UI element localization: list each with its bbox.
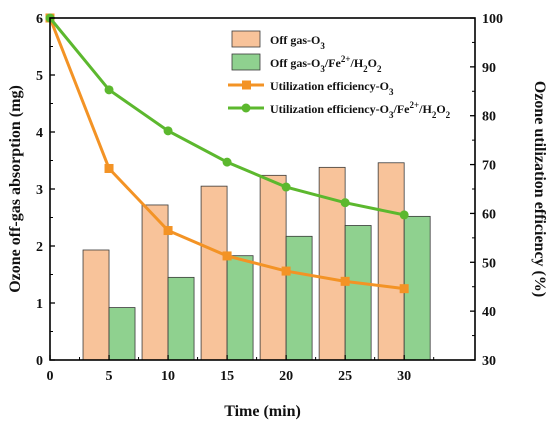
data-point xyxy=(281,182,291,192)
bar xyxy=(167,276,195,361)
bar xyxy=(108,307,136,361)
y-right-axis-title: Ozone utilization efficiency (%) xyxy=(531,81,548,297)
legend-label: Off gas-O3/Fe2+/H2O2 xyxy=(270,54,382,74)
y-right-tick-label: 80 xyxy=(482,110,496,125)
y-left-tick-label: 4 xyxy=(36,126,43,141)
y-right-tick-label: 100 xyxy=(482,12,503,27)
x-tick-label: 30 xyxy=(397,369,411,384)
legend: Off gas-O3 Off gas-O3/Fe2+/H2O2 Utilizatio… xyxy=(228,30,451,120)
y-right-tick-label: 60 xyxy=(482,207,496,222)
data-point xyxy=(104,163,114,173)
data-point xyxy=(340,276,350,286)
data-point xyxy=(340,198,350,208)
data-point xyxy=(104,85,114,95)
bar xyxy=(344,225,372,361)
bar xyxy=(377,162,405,361)
legend-label: Utilization efficiency-O3 xyxy=(270,79,394,97)
data-point xyxy=(222,251,232,261)
data-point xyxy=(399,284,409,294)
bar xyxy=(226,255,254,361)
y-left-tick-label: 0 xyxy=(36,354,43,369)
y-right-tick-label: 90 xyxy=(482,61,496,76)
x-axis-title: Time (min) xyxy=(224,403,301,420)
x-tick-label: 20 xyxy=(279,369,293,384)
x-tick-label: 5 xyxy=(106,369,113,384)
data-point xyxy=(163,126,173,136)
y-left-tick-label: 3 xyxy=(36,183,43,198)
series-line xyxy=(48,17,405,217)
legend-swatch xyxy=(231,30,261,48)
bar-series-0 xyxy=(82,162,405,361)
y-right-tick-label: 70 xyxy=(482,159,496,174)
legend-marker xyxy=(242,80,251,90)
y-right-tick-label: 30 xyxy=(482,354,496,369)
data-point xyxy=(222,157,232,167)
legend-swatch xyxy=(231,53,261,71)
y-left-axis-title: Ozone off-gas absorption (mg) xyxy=(7,85,24,293)
y-left-tick-label: 1 xyxy=(36,297,43,312)
x-tick-label: 10 xyxy=(161,369,175,384)
data-point xyxy=(399,210,409,220)
y-right-tick-label: 50 xyxy=(482,256,496,271)
bar xyxy=(82,249,110,361)
data-point xyxy=(281,266,291,276)
y-left-tick-label: 6 xyxy=(36,12,43,27)
y-left-tick-label: 2 xyxy=(36,240,43,255)
legend-label: Utilization efficiency-O3/Fe2+/H2O2 xyxy=(270,100,451,120)
legend-label: Off gas-O3 xyxy=(270,33,325,51)
y-right-tick-label: 40 xyxy=(482,305,496,320)
bar xyxy=(285,235,313,361)
x-tick-label: 0 xyxy=(47,369,54,384)
data-point xyxy=(163,226,173,236)
x-tick-label: 25 xyxy=(338,369,352,384)
y-left-tick-label: 5 xyxy=(36,69,43,84)
legend-marker xyxy=(241,103,251,113)
x-tick-label: 15 xyxy=(220,369,234,384)
line-series-1 xyxy=(45,13,409,220)
bar xyxy=(200,185,228,361)
